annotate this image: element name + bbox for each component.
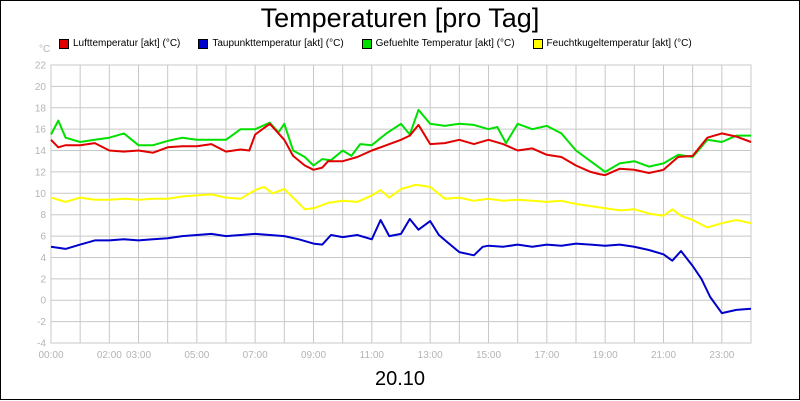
legend-swatch-feuchtkugeltemperatur — [532, 38, 543, 49]
y-tick-label: 0 — [40, 296, 46, 307]
x-axis-date-label: 20.10 — [374, 368, 426, 390]
y-tick-label: 16 — [35, 125, 47, 136]
series-line-1 — [50, 218, 752, 315]
x-tick-label: 17:00 — [534, 350, 559, 361]
legend-swatch-taupunkttemperatur — [198, 38, 209, 49]
series-line-2 — [50, 108, 751, 173]
x-tick-label: 13:00 — [418, 350, 443, 361]
y-tick-label: 4 — [40, 253, 46, 264]
legend-label-feuchtkugeltemperatur: Feuchtkugeltemperatur [akt] (°C) — [546, 38, 692, 49]
series-line-0 — [50, 122, 752, 177]
y-tick-label: 14 — [35, 146, 47, 157]
series-layer — [50, 108, 752, 315]
legend-swatch-lufttemperatur — [59, 38, 69, 49]
x-tick-label: 23:00 — [709, 350, 734, 361]
series-line-3 — [50, 183, 752, 229]
x-tick-label: 00:00 — [38, 350, 63, 361]
legend-label-lufttemperatur: Lufttemperatur [akt] (°C) — [73, 38, 181, 49]
x-tick-label: 15:00 — [476, 350, 501, 361]
chart-legend: Lufttemperatur [akt] (°C) Taupunkttemper… — [59, 38, 710, 49]
legend-item-lufttemperatur: Lufttemperatur [akt] (°C) — [59, 38, 180, 49]
y-tick-label: 20 — [35, 82, 47, 93]
y-tick-label: 22 — [35, 61, 47, 72]
y-tick-label: -2 — [37, 317, 46, 328]
x-tick-label: 09:00 — [301, 350, 326, 361]
y-tick-label: 6 — [40, 232, 46, 243]
y-tick-label: 8 — [40, 210, 46, 221]
x-tick-label: 21:00 — [651, 350, 676, 361]
x-tick-label: 07:00 — [243, 350, 268, 361]
y-tick-label: 2 — [40, 274, 46, 285]
legend-swatch-gefuehlte-temperatur — [361, 38, 372, 49]
x-tick-label: 11:00 — [360, 350, 385, 361]
y-tick-label: 12 — [35, 167, 47, 178]
grid-layer — [50, 64, 752, 344]
y-tick-label: 10 — [35, 189, 47, 200]
legend-item-taupunkttemperatur: Taupunkttemperatur [akt] (°C) — [198, 38, 344, 49]
legend-label-gefuehlte-temperatur: Gefuehlte Temperatur [akt] (°C) — [375, 38, 515, 49]
x-tick-label: 05:00 — [184, 350, 209, 361]
y-tick-label: 18 — [35, 103, 47, 114]
legend-item-gefuehlte-temperatur: Gefuehlte Temperatur [akt] (°C) — [361, 38, 515, 49]
x-tick-label: 19:00 — [593, 350, 618, 361]
chart-title: Temperaturen [pro Tag] — [260, 3, 540, 33]
y-axis-unit-label: °C — [39, 44, 50, 55]
x-tick-label: 03:00 — [126, 350, 151, 361]
legend-label-taupunkttemperatur: Taupunkttemperatur [akt] (°C) — [212, 38, 344, 49]
legend-item-feuchtkugeltemperatur: Feuchtkugeltemperatur [akt] (°C) — [532, 38, 692, 49]
x-tick-label: 02:00 — [97, 350, 122, 361]
y-tick-label: -4 — [37, 339, 46, 350]
